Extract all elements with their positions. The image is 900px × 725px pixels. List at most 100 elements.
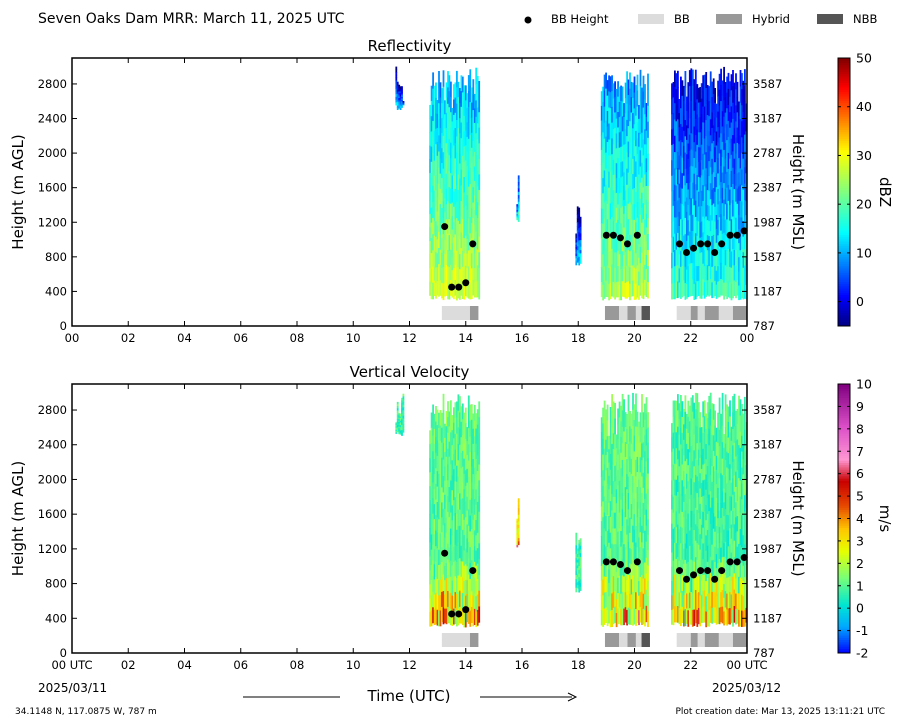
precip-cell — [715, 201, 718, 216]
precip-cell — [579, 571, 582, 576]
precip-cell — [724, 607, 727, 625]
colorbar-step — [838, 205, 850, 209]
precip-cell — [609, 76, 612, 93]
precip-cell — [717, 235, 719, 252]
precip-cell — [699, 132, 702, 148]
precip-cell — [611, 427, 613, 445]
precip-cell — [733, 173, 736, 190]
precip-cell — [636, 265, 639, 282]
precip-cell — [618, 117, 621, 133]
precip-cell — [738, 172, 740, 187]
colorbar-step — [838, 628, 850, 632]
precip-cell — [686, 518, 688, 534]
precip-cell — [401, 92, 403, 95]
precip-cell — [473, 253, 476, 269]
precip-cell — [638, 132, 640, 148]
precip-cell — [432, 201, 434, 219]
precip-cell — [680, 250, 682, 268]
precip-cell — [642, 139, 645, 156]
precip-cell — [626, 103, 628, 121]
precip-cell — [463, 222, 466, 239]
precip-cell — [516, 217, 519, 220]
precip-cell — [693, 283, 696, 300]
precip-cell — [438, 119, 440, 136]
precip-cell — [454, 418, 457, 435]
precip-cell — [467, 122, 470, 140]
precip-cell — [464, 85, 467, 101]
bb-height-dot — [469, 567, 477, 575]
precip-cell — [618, 239, 621, 255]
precip-cell — [478, 590, 481, 607]
precip-cell — [644, 99, 646, 115]
precip-cell — [451, 520, 454, 536]
precip-cell — [429, 500, 431, 515]
precip-cell — [600, 432, 603, 448]
precip-cell — [718, 510, 721, 528]
precip-cell — [674, 266, 676, 283]
precip-cell — [447, 201, 449, 218]
precip-cell — [677, 557, 679, 574]
precip-cell — [636, 577, 639, 593]
precip-cell — [396, 103, 399, 106]
precip-cell — [609, 454, 612, 471]
precip-cell — [466, 510, 469, 525]
precip-cell — [478, 496, 481, 513]
precip-cell — [433, 265, 436, 281]
precip-cell — [635, 592, 637, 610]
precip-cell — [709, 71, 712, 88]
precip-cell — [738, 494, 740, 512]
bb-type-bar — [732, 633, 747, 647]
precip-cell — [614, 190, 616, 207]
precip-cell — [617, 423, 619, 440]
precip-cell — [733, 82, 736, 99]
precip-cell — [674, 527, 676, 544]
precip-cell — [463, 412, 466, 429]
precip-cell — [459, 558, 461, 575]
precip-cell — [730, 122, 733, 139]
precip-cell — [684, 185, 687, 202]
precip-cell — [702, 590, 705, 607]
precip-cell — [578, 547, 581, 552]
colorbar-step — [838, 579, 850, 582]
precip-cell — [708, 251, 711, 267]
precip-cell — [620, 593, 622, 610]
precip-cell — [469, 118, 472, 136]
precip-cell — [606, 530, 609, 548]
precip-cell — [680, 609, 682, 627]
precip-cell — [460, 592, 463, 609]
precip-cell — [472, 187, 475, 203]
precip-cell — [473, 420, 476, 437]
precip-cell — [603, 186, 606, 203]
precip-cell — [671, 437, 673, 453]
y-tick-label: 1200 — [38, 215, 67, 229]
precip-cell — [436, 197, 439, 212]
precip-cell — [435, 236, 437, 253]
precip-cell — [733, 234, 736, 251]
precip-cell — [683, 145, 685, 162]
precip-cell — [630, 127, 633, 144]
precip-cell — [470, 253, 473, 269]
precip-cell — [516, 522, 519, 526]
bb-type-bar — [718, 633, 733, 647]
precip-cell — [615, 448, 618, 463]
precip-cell — [694, 557, 697, 574]
precip-cell — [517, 175, 520, 180]
precip-cell — [639, 198, 642, 216]
precip-cell — [457, 509, 460, 527]
precip-cell — [711, 143, 714, 160]
precip-cell — [706, 498, 709, 515]
precip-cell — [453, 515, 455, 532]
precip-cell — [618, 254, 621, 270]
precip-cell — [636, 502, 639, 518]
precip-cell — [614, 112, 616, 129]
precip-cell — [441, 502, 443, 518]
bb-type-bar — [441, 306, 470, 320]
precip-cell — [438, 135, 440, 152]
precip-cell — [457, 81, 460, 98]
precip-cell — [460, 138, 463, 155]
precip-cell — [466, 441, 469, 456]
precip-cell — [708, 131, 711, 147]
precip-cell — [732, 102, 734, 120]
precip-cell — [647, 250, 649, 267]
precip-cell — [684, 592, 687, 610]
